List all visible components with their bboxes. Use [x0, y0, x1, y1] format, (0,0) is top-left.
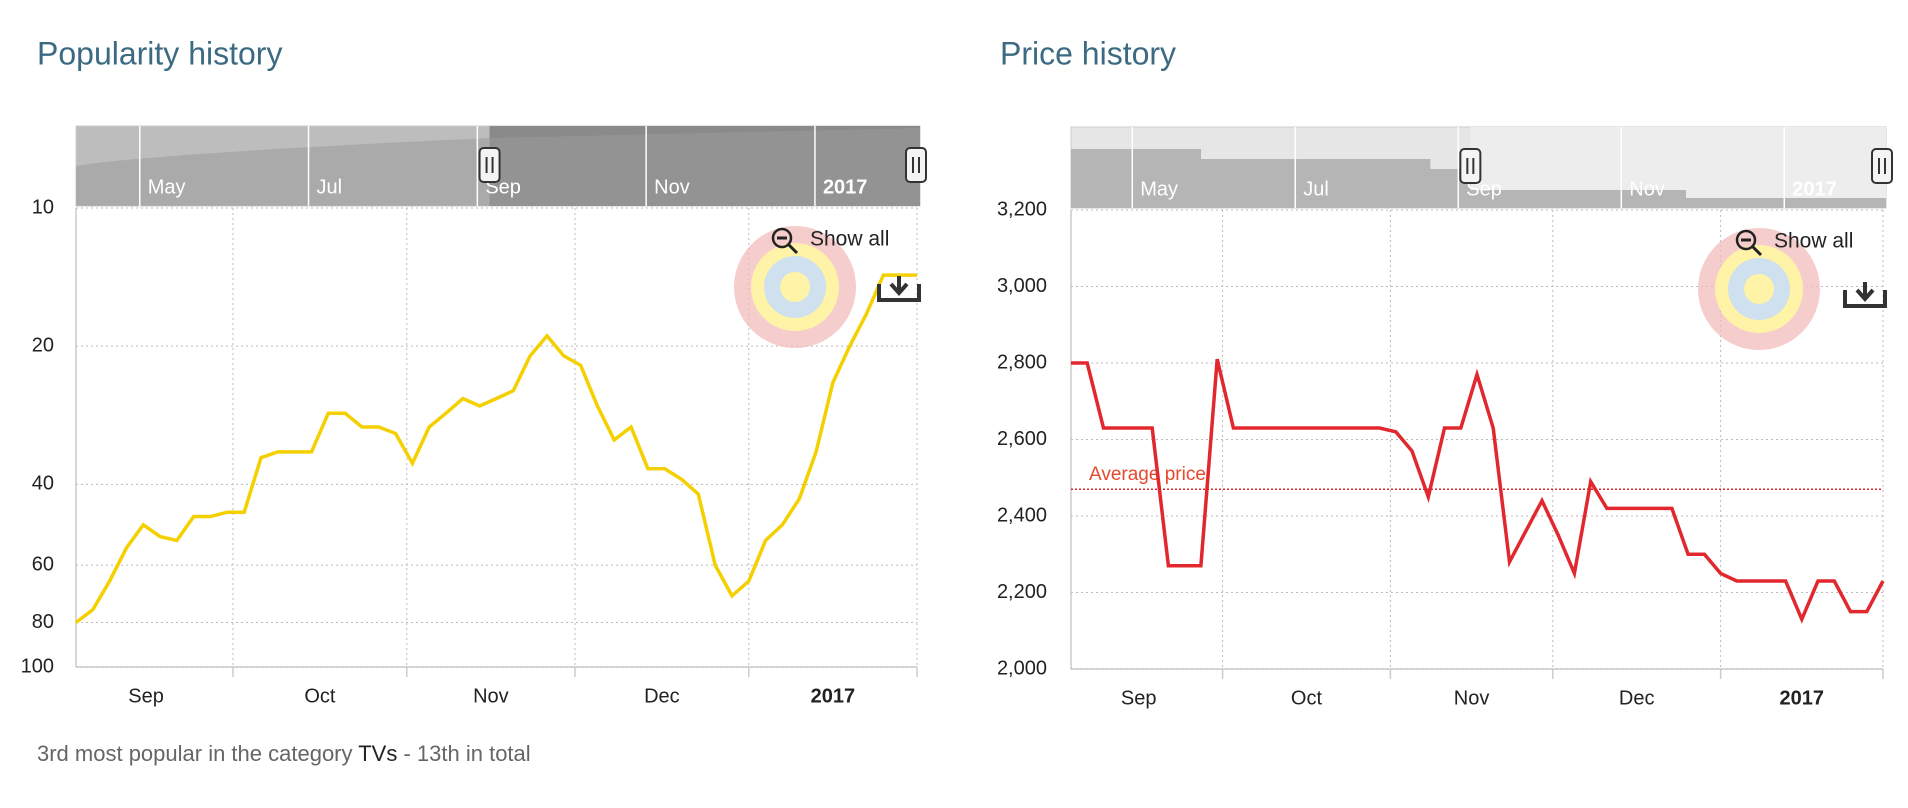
x-tick-label: Sep	[1121, 687, 1157, 709]
navigator-handle[interactable]	[1871, 148, 1893, 184]
x-tick-label: Dec	[1619, 687, 1655, 709]
navigator-label: 2017	[1792, 178, 1837, 200]
y-tick-label: 3,200	[997, 198, 1047, 220]
x-tick-label: Nov	[473, 685, 509, 707]
navigator-handle[interactable]	[1459, 148, 1482, 184]
navigator-series	[1071, 149, 1886, 208]
y-tick-label: 80	[32, 611, 54, 633]
handle-grip	[1466, 158, 1475, 174]
category-link[interactable]: TVs	[358, 741, 397, 766]
navigator-label: 2017	[823, 176, 868, 198]
navigator-label: May	[148, 176, 186, 198]
y-tick-label: 100	[21, 655, 54, 677]
x-tick-label: Dec	[644, 685, 680, 707]
y-tick-label: 2,600	[997, 428, 1047, 450]
y-tick-label: 3,000	[997, 275, 1047, 297]
data-line	[74, 273, 917, 624]
navigator-handle[interactable]	[905, 147, 927, 183]
x-tick-label: Oct	[304, 685, 336, 707]
handle-grip	[1878, 158, 1886, 174]
export-button[interactable]	[1843, 282, 1887, 308]
handle-grip	[485, 157, 494, 173]
navigator-label: Jul	[1303, 178, 1329, 200]
navigator-handle[interactable]	[478, 147, 501, 183]
footer-text: - 13th in total	[397, 741, 530, 766]
x-tick-label: 2017	[1780, 687, 1825, 709]
y-tick-label: 2,200	[997, 581, 1047, 603]
y-tick-label: 2,800	[997, 351, 1047, 373]
zoom-icon	[1735, 229, 1757, 251]
y-tick-label: 20	[32, 334, 54, 356]
x-tick-label: Nov	[1454, 687, 1490, 709]
handle-grip	[912, 157, 920, 173]
zoom-icon	[1741, 238, 1763, 257]
footer: 3rd most popular in the category TVs - 1…	[37, 741, 531, 766]
export-button[interactable]	[877, 276, 921, 302]
data-line	[1071, 358, 1885, 624]
show-all-button[interactable]: Show all	[810, 228, 889, 251]
y-tick-label: 2,000	[997, 657, 1047, 679]
zoom-icon	[771, 227, 793, 249]
navigator-label: May	[1140, 178, 1178, 200]
chart-title: Price history	[1000, 35, 1176, 71]
x-tick-label: 2017	[811, 685, 856, 707]
average-label: Average price	[1089, 464, 1206, 485]
navigator-label: Nov	[654, 176, 690, 198]
y-tick-label: 40	[32, 473, 54, 495]
zoom-icon	[777, 236, 799, 255]
button-halo	[1744, 274, 1774, 304]
x-tick-label: Sep	[128, 685, 164, 707]
navigator-label: Nov	[1629, 178, 1665, 200]
button-halo	[780, 272, 810, 302]
show-all-button[interactable]: Show all	[1774, 230, 1853, 253]
y-tick-label: 2,400	[997, 504, 1047, 526]
y-tick-label: 60	[32, 553, 54, 575]
footer-text: 3rd most popular in the category	[37, 741, 358, 766]
chart-title: Popularity history	[37, 35, 282, 71]
x-tick-label: Oct	[1291, 687, 1323, 709]
y-tick-label: 10	[32, 196, 54, 218]
navigator-label: Jul	[317, 176, 343, 198]
